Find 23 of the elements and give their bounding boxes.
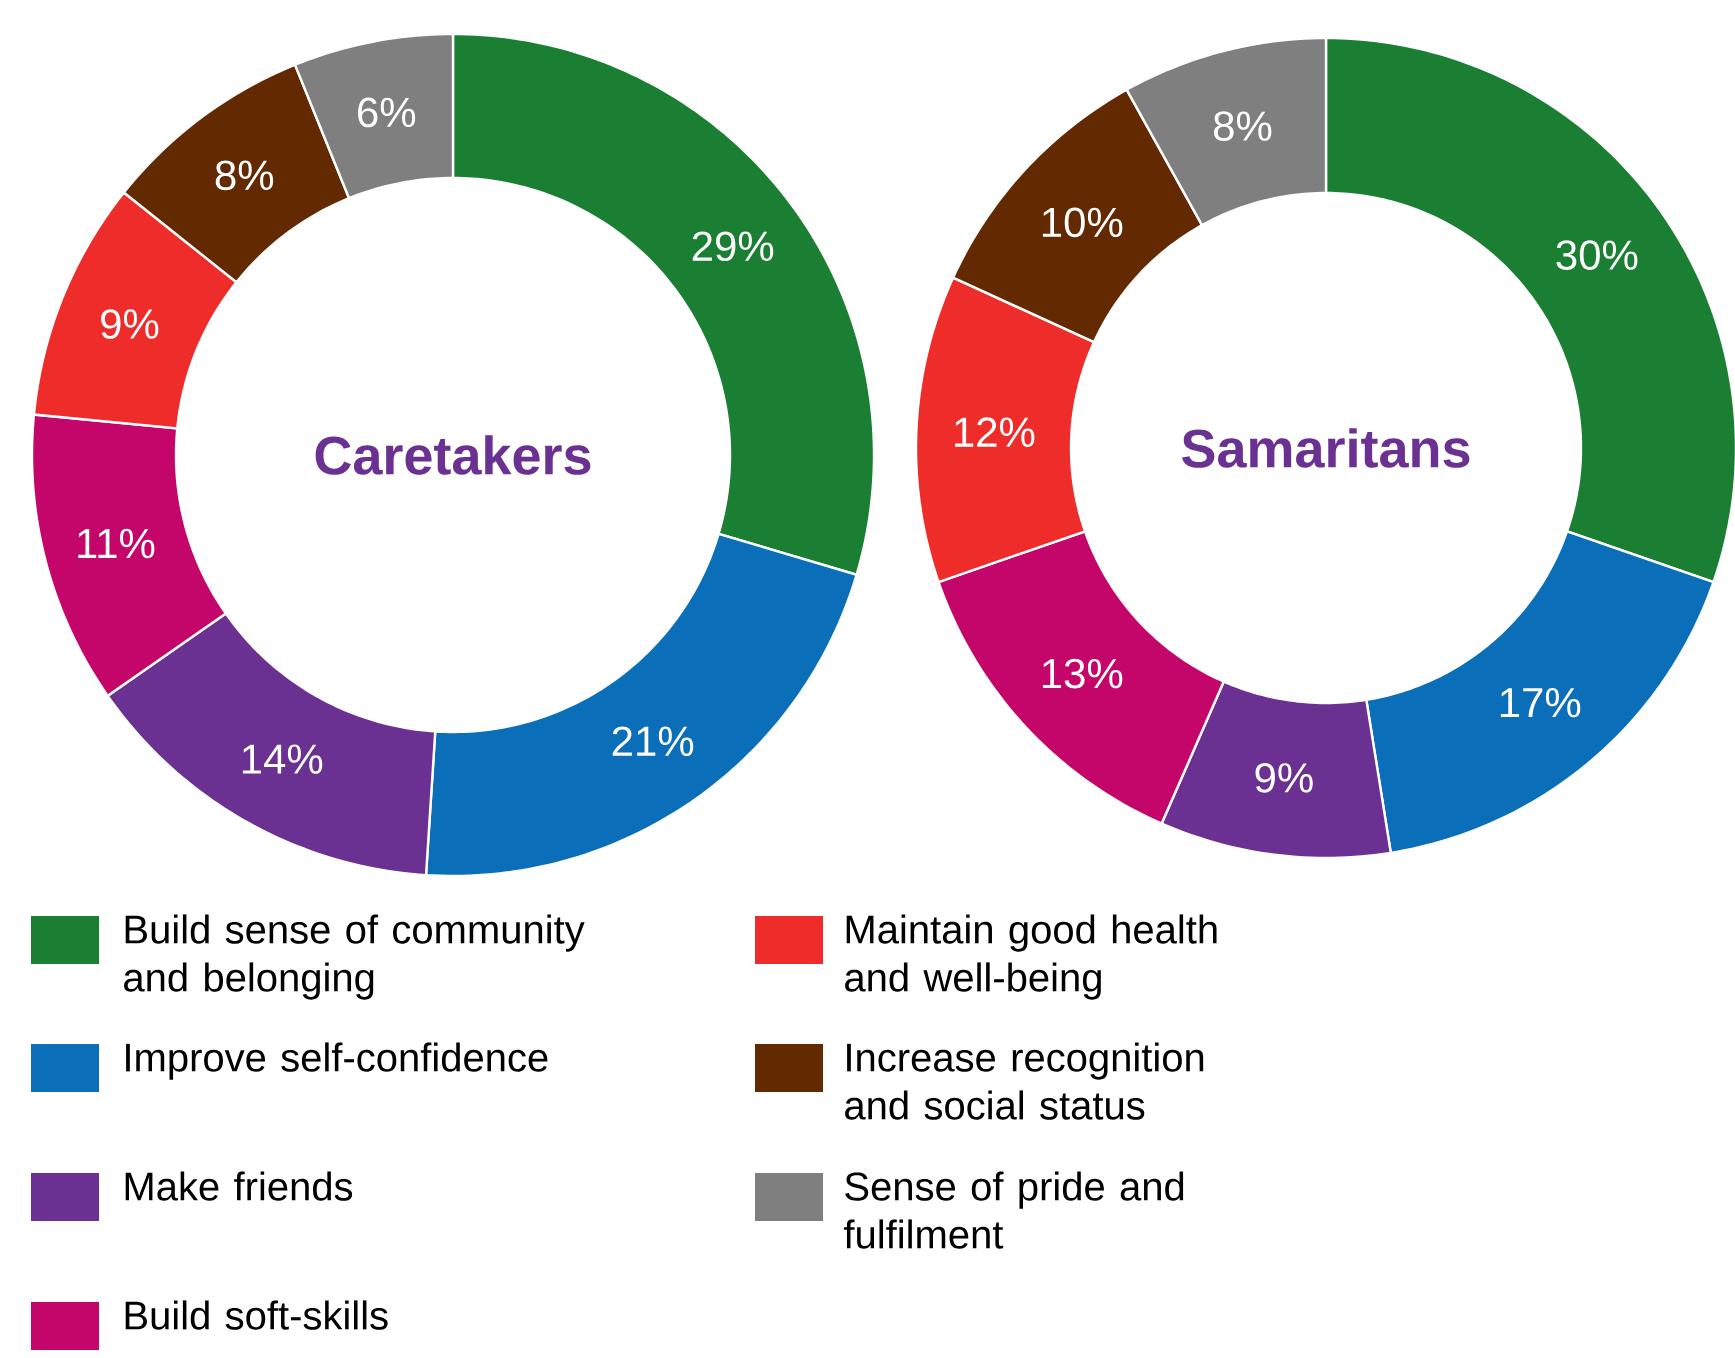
data-label: 30% — [1556, 240, 1638, 270]
legend-label: Build sense of community and belonging — [124, 914, 585, 1000]
legend-label: Build soft-skills — [125, 1300, 388, 1330]
data-label: 21% — [612, 726, 694, 757]
data-label: 17% — [1500, 687, 1581, 718]
data-label: 29% — [692, 231, 774, 262]
data-label: 13% — [1042, 658, 1123, 689]
legend-label: Increase recognition and social status — [845, 1042, 1204, 1120]
data-label: 6% — [358, 97, 416, 128]
data-label: 10% — [1042, 207, 1123, 238]
data-label: 9% — [101, 309, 159, 339]
text: Samaritans — [1182, 428, 1470, 468]
data-label: 8% — [1213, 111, 1272, 141]
legend-label: Sense of pride and fulfilment — [843, 1171, 1184, 1249]
data-label: 11% — [78, 528, 155, 559]
legend-label: Make friends — [125, 1171, 353, 1201]
data-label: 14% — [242, 744, 323, 774]
legend-label: Improve self-confidence — [126, 1042, 548, 1080]
data-label: 9% — [1255, 762, 1313, 793]
text: Caretakers — [315, 435, 591, 475]
legend-label: Maintain good health and well-being — [845, 914, 1217, 1000]
data-label: 12% — [955, 417, 1035, 447]
data-label: 8% — [215, 160, 274, 191]
